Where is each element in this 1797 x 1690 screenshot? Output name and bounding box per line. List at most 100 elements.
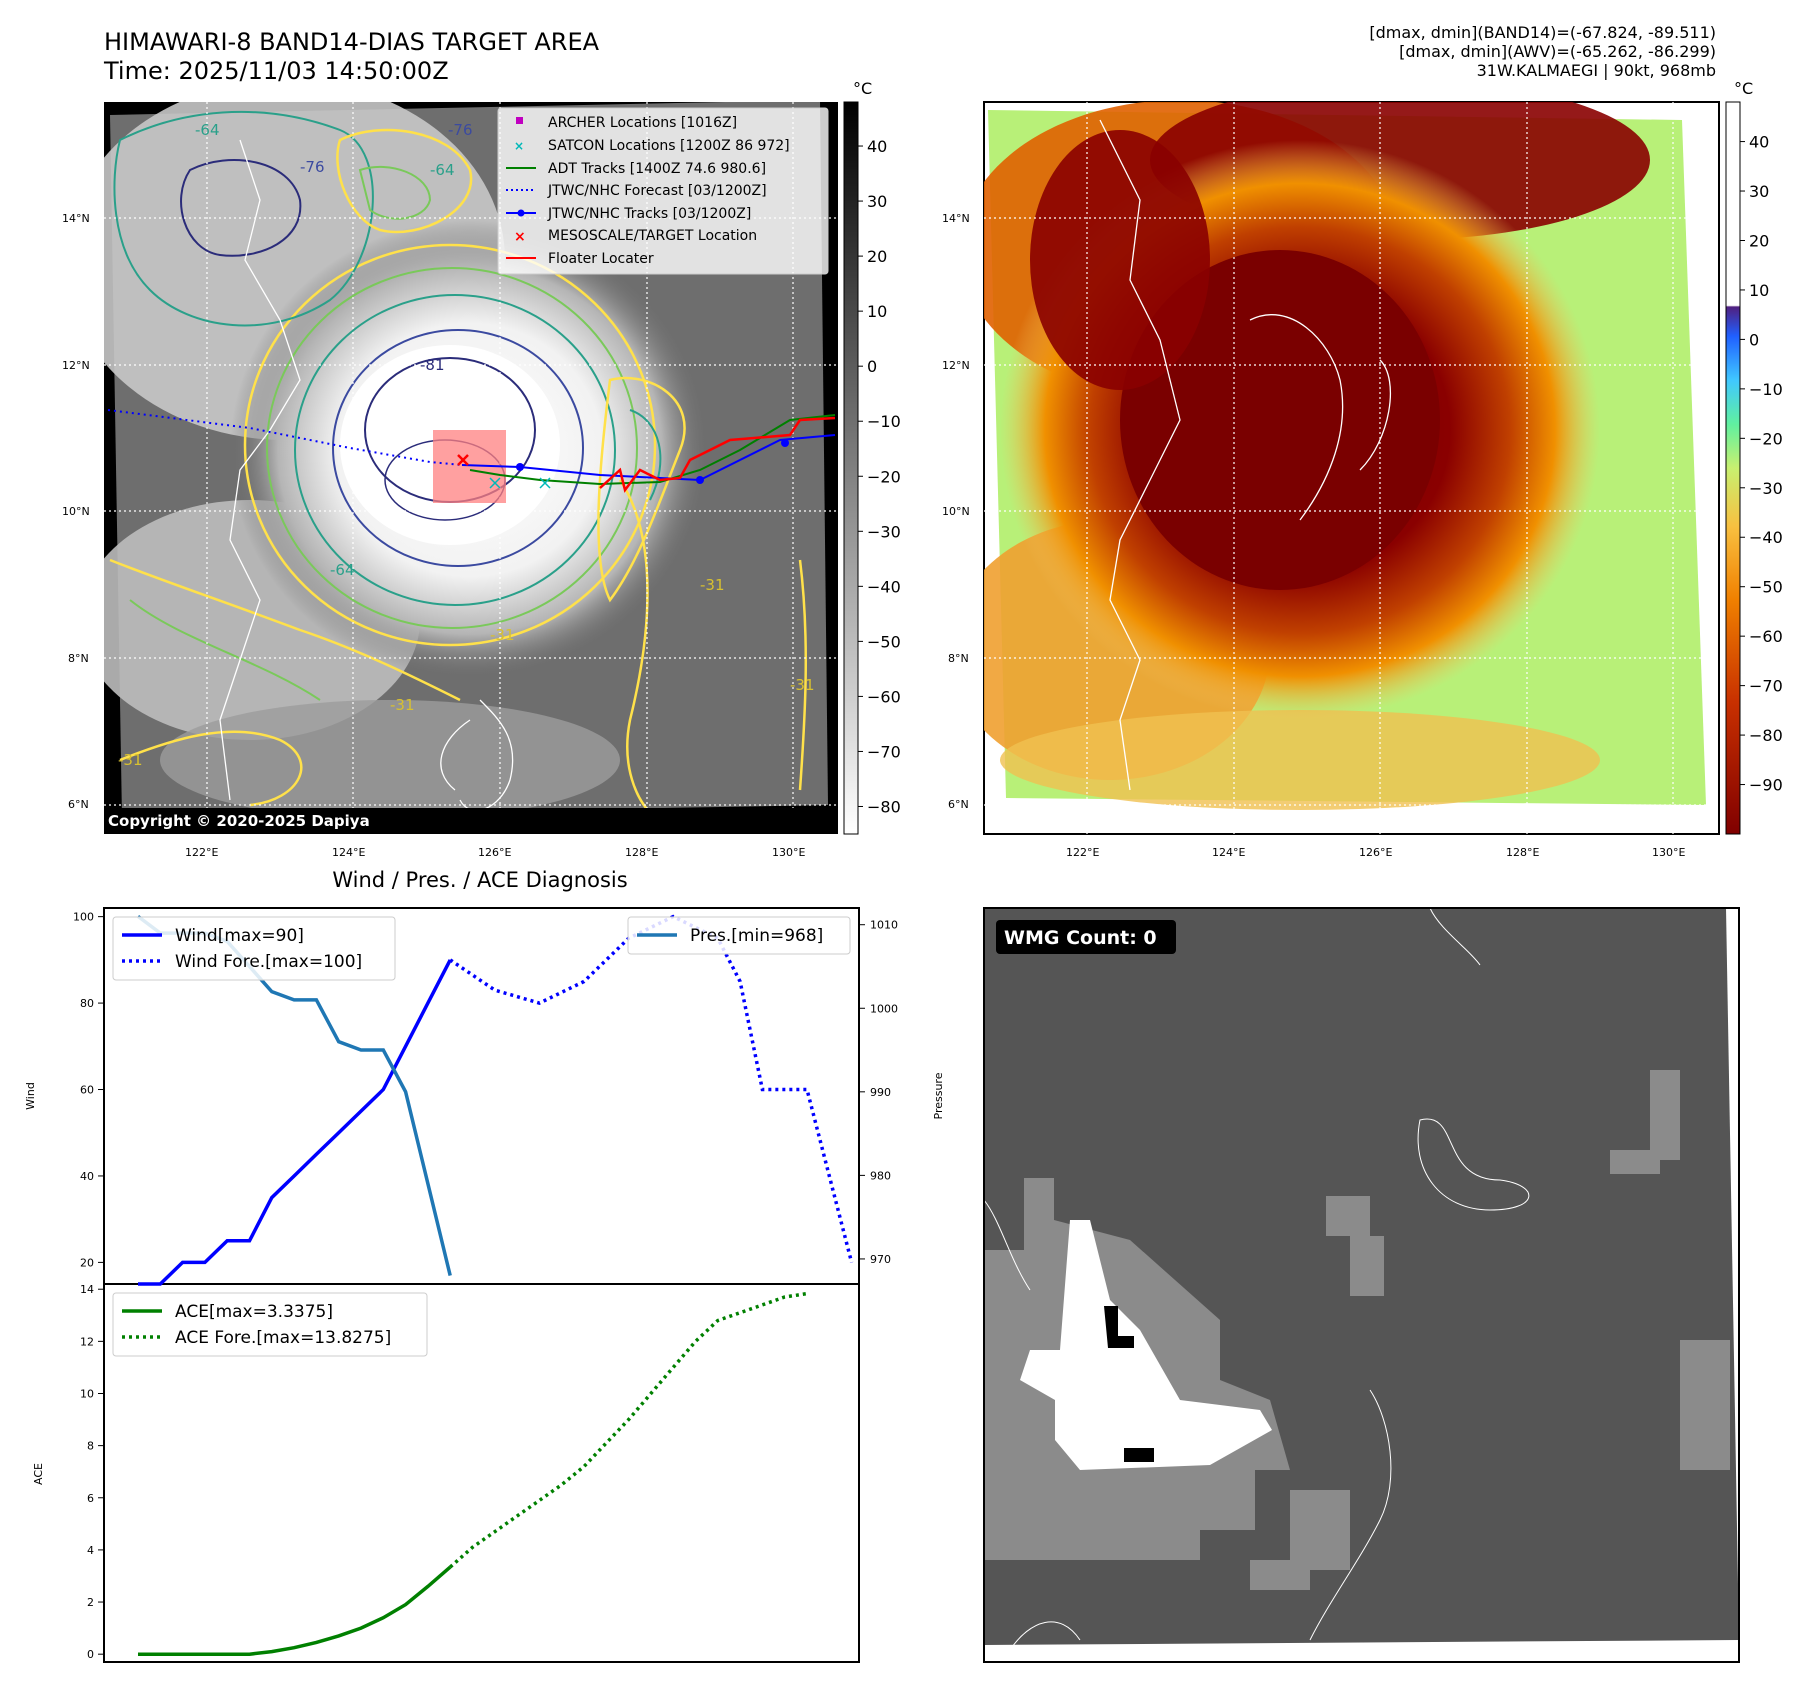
gray-colorbar: °C 40 30 20 10 0 −10 −20 −30 −40 −50 −60 −70 −80	[843, 79, 901, 835]
pres-legend: Pres.[min=968]	[627, 916, 851, 955]
wind-tick-label: 80	[80, 997, 94, 1010]
colorbar-tick-label: −90	[1749, 776, 1783, 795]
ace-y-ticks: 14 12 10 8 6 4 2 0	[80, 1283, 104, 1661]
lat-tick: 6°N	[68, 798, 89, 811]
colorbar-tick-label: 30	[867, 192, 887, 211]
colorbar-tick-label: −20	[867, 467, 901, 486]
lon-tick: 130°E	[1652, 846, 1685, 859]
lon-tick: 122°E	[185, 846, 218, 859]
map2-lat-ticks: 14°N 12°N 10°N 8°N 6°N	[942, 212, 970, 811]
heat-map-panel: 14°N 12°N 10°N 8°N 6°N 122°E 124°E 126°E…	[942, 79, 1783, 859]
legend-forecast-label: JTWC/NHC Forecast [03/1200Z]	[547, 183, 767, 199]
diagnosis-title: Wind / Pres. / ACE Diagnosis	[332, 868, 627, 892]
wind-series-line-0	[138, 959, 452, 1286]
wmg-label: WMG Count: 0	[1004, 927, 1157, 949]
legend-archer-marker	[516, 117, 523, 124]
map2-lon-ticks: 122°E 124°E 126°E 128°E 130°E	[1066, 846, 1685, 859]
copyright-text: Copyright © 2020-2025 Dapiya	[108, 812, 370, 830]
lon-tick: 126°E	[478, 846, 511, 859]
lat-tick: 12°N	[62, 359, 90, 372]
ace-tick-label: 12	[80, 1335, 94, 1348]
lat-tick: 8°N	[948, 652, 969, 665]
colorbar-tick-label: −50	[1749, 578, 1783, 597]
target-marker	[457, 454, 469, 466]
lat-tick: 8°N	[68, 652, 89, 665]
wind-ylabel: Wind	[24, 1082, 37, 1110]
stats-block: [dmax, dmin](BAND14)=(-67.824, -89.511) …	[1369, 23, 1716, 80]
ace-ylabel: ACE	[32, 1463, 45, 1485]
colorbar-tick-label: 40	[867, 137, 887, 156]
title-line2: Time: 2025/11/03 14:50:00Z	[104, 57, 449, 85]
legend-tracks-label: JTWC/NHC Tracks [03/1200Z]	[547, 206, 751, 222]
lat-tick: 6°N	[948, 798, 969, 811]
colorbar-tick-label: −10	[867, 412, 901, 431]
colorbar-tick-label: 10	[867, 302, 887, 321]
contour-blue	[332, 329, 584, 567]
contour-green	[266, 267, 638, 629]
ace-series-line-1	[449, 1291, 808, 1569]
pressure-tick-label: 970	[870, 1253, 891, 1266]
wind-tick-label: 40	[80, 1170, 94, 1183]
pressure-tick-label: 990	[870, 1086, 891, 1099]
wmg-region-black	[1104, 1306, 1134, 1348]
ace-tick-label: 4	[87, 1544, 94, 1557]
lon-tick: 128°E	[625, 846, 658, 859]
pressure-tick-label: 1000	[870, 1002, 898, 1015]
legend-adt-label: ADT Tracks [1400Z 74.6 980.6]	[548, 161, 766, 177]
pressure-tick-label: 1010	[870, 919, 898, 932]
chart-title: HIMAWARI-8 BAND14-DIAS TARGET AREA Time:…	[104, 28, 599, 86]
contour-teal	[294, 294, 616, 606]
wmg-coastline	[1417, 1118, 1530, 1211]
colorbar-tick-label: −30	[1749, 479, 1783, 498]
wind-y-ticks: 100 80 60 40 20	[73, 911, 104, 1269]
colorbar-tick-label: −80	[867, 797, 901, 816]
map1-lon-ticks: 122°E 124°E 126°E 128°E 130°E	[185, 846, 805, 859]
lon-tick: 130°E	[772, 846, 805, 859]
colorbar-tick-label: −40	[1749, 528, 1783, 547]
ace-tick-label: 14	[80, 1283, 94, 1296]
colorbar-tick-label: −70	[867, 742, 901, 761]
ace-tick-label: 0	[87, 1648, 94, 1661]
colorbar-tick-label: −10	[1749, 380, 1783, 399]
floater-track	[599, 416, 836, 493]
legend-acefore-label: ACE Fore.[max=13.8275]	[175, 1328, 391, 1348]
colorbar-tick-label: −80	[1749, 726, 1783, 745]
pressure-tick-label: 980	[870, 1169, 891, 1182]
contour-label: -76	[300, 158, 325, 176]
legend-target-label: MESOSCALE/TARGET Location	[548, 228, 757, 244]
lat-tick: 14°N	[942, 212, 970, 225]
wmg-panel: WMG Count: 0	[983, 907, 1740, 1663]
lat-tick: 10°N	[62, 505, 90, 518]
ace-series	[138, 1291, 808, 1656]
ace-tick-label: 10	[80, 1387, 94, 1400]
contour-yellow	[243, 243, 657, 647]
wmg-region-white	[1020, 1220, 1272, 1470]
pressure-ylabel: Pressure	[932, 1072, 945, 1119]
contour-label: -64	[430, 161, 455, 179]
gray-colorbar-unit: °C	[853, 79, 872, 98]
legend-pres-label: Pres.[min=968]	[690, 926, 823, 946]
lon-tick: 126°E	[1359, 846, 1392, 859]
colorbar-tick-label: 0	[867, 357, 877, 376]
pressure-y-ticks: 1010 1000 990 980 970	[859, 919, 898, 1266]
contour-label: -64	[330, 561, 355, 579]
colorbar-tick-label: 10	[1749, 281, 1769, 300]
contour-label: -31	[118, 751, 143, 769]
contour-label: -31	[700, 576, 725, 594]
map1-lat-ticks: 14°N 12°N 10°N 8°N 6°N	[62, 212, 90, 811]
lat-tick: 14°N	[62, 212, 90, 225]
colorbar-tick-label: 20	[867, 247, 887, 266]
stats-line3: 31W.KALMAEGI | 90kt, 968mb	[1476, 61, 1716, 80]
ace-series-line-0	[138, 1565, 452, 1656]
lat-tick: 10°N	[942, 505, 970, 518]
wind-tick-label: 60	[80, 1084, 94, 1097]
lon-tick: 124°E	[1212, 846, 1245, 859]
colorbar-tick-label: 30	[1749, 182, 1769, 201]
colorbar-tick-label: −20	[1749, 429, 1783, 448]
legend-archer-label: ARCHER Locations [1016Z]	[548, 115, 737, 131]
wind-legend: Wind[max=90] Wind Fore.[max=100]	[112, 916, 396, 981]
colorbar-tick-label: −70	[1749, 677, 1783, 696]
colorbar-tick-label: 40	[1749, 133, 1769, 152]
jtwc-forecast-track	[107, 409, 463, 466]
